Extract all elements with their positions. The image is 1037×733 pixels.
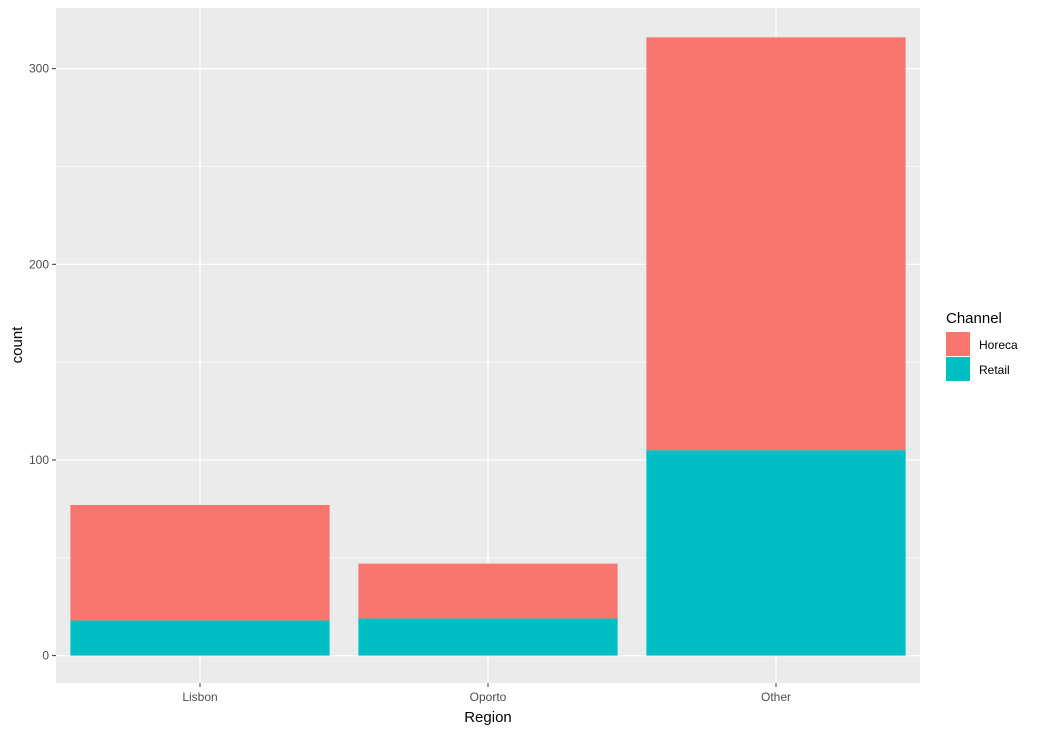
y-tick-label: 200 bbox=[29, 257, 49, 271]
y-tick-label: 100 bbox=[29, 453, 49, 467]
y-tick-label: 300 bbox=[29, 62, 49, 76]
bar-horeca-other bbox=[646, 37, 906, 451]
x-tick-label: Oporto bbox=[470, 690, 507, 704]
bar-retail-oporto bbox=[358, 618, 618, 656]
legend-label-horeca: Horeca bbox=[979, 338, 1018, 352]
y-axis: 0 100 200 300 bbox=[29, 62, 56, 663]
bars bbox=[70, 37, 906, 656]
y-tick-label: 0 bbox=[42, 649, 49, 663]
bar-horeca-lisbon bbox=[70, 504, 330, 621]
x-axis-title: Region bbox=[464, 709, 512, 726]
legend-key-horeca bbox=[946, 332, 970, 356]
legend-key-retail bbox=[946, 357, 970, 381]
x-axis: Lisbon Oporto Other bbox=[182, 683, 791, 704]
legend: Channel Horeca Retail bbox=[946, 310, 1018, 381]
legend-title: Channel bbox=[946, 310, 1002, 327]
legend-label-retail: Retail bbox=[979, 363, 1010, 377]
y-axis-title: count bbox=[9, 326, 26, 364]
bar-retail-lisbon bbox=[70, 620, 330, 656]
bar-retail-other bbox=[646, 450, 906, 656]
x-tick-label: Lisbon bbox=[182, 690, 217, 704]
x-tick-label: Other bbox=[761, 690, 791, 704]
bar-horeca-oporto bbox=[358, 563, 618, 619]
